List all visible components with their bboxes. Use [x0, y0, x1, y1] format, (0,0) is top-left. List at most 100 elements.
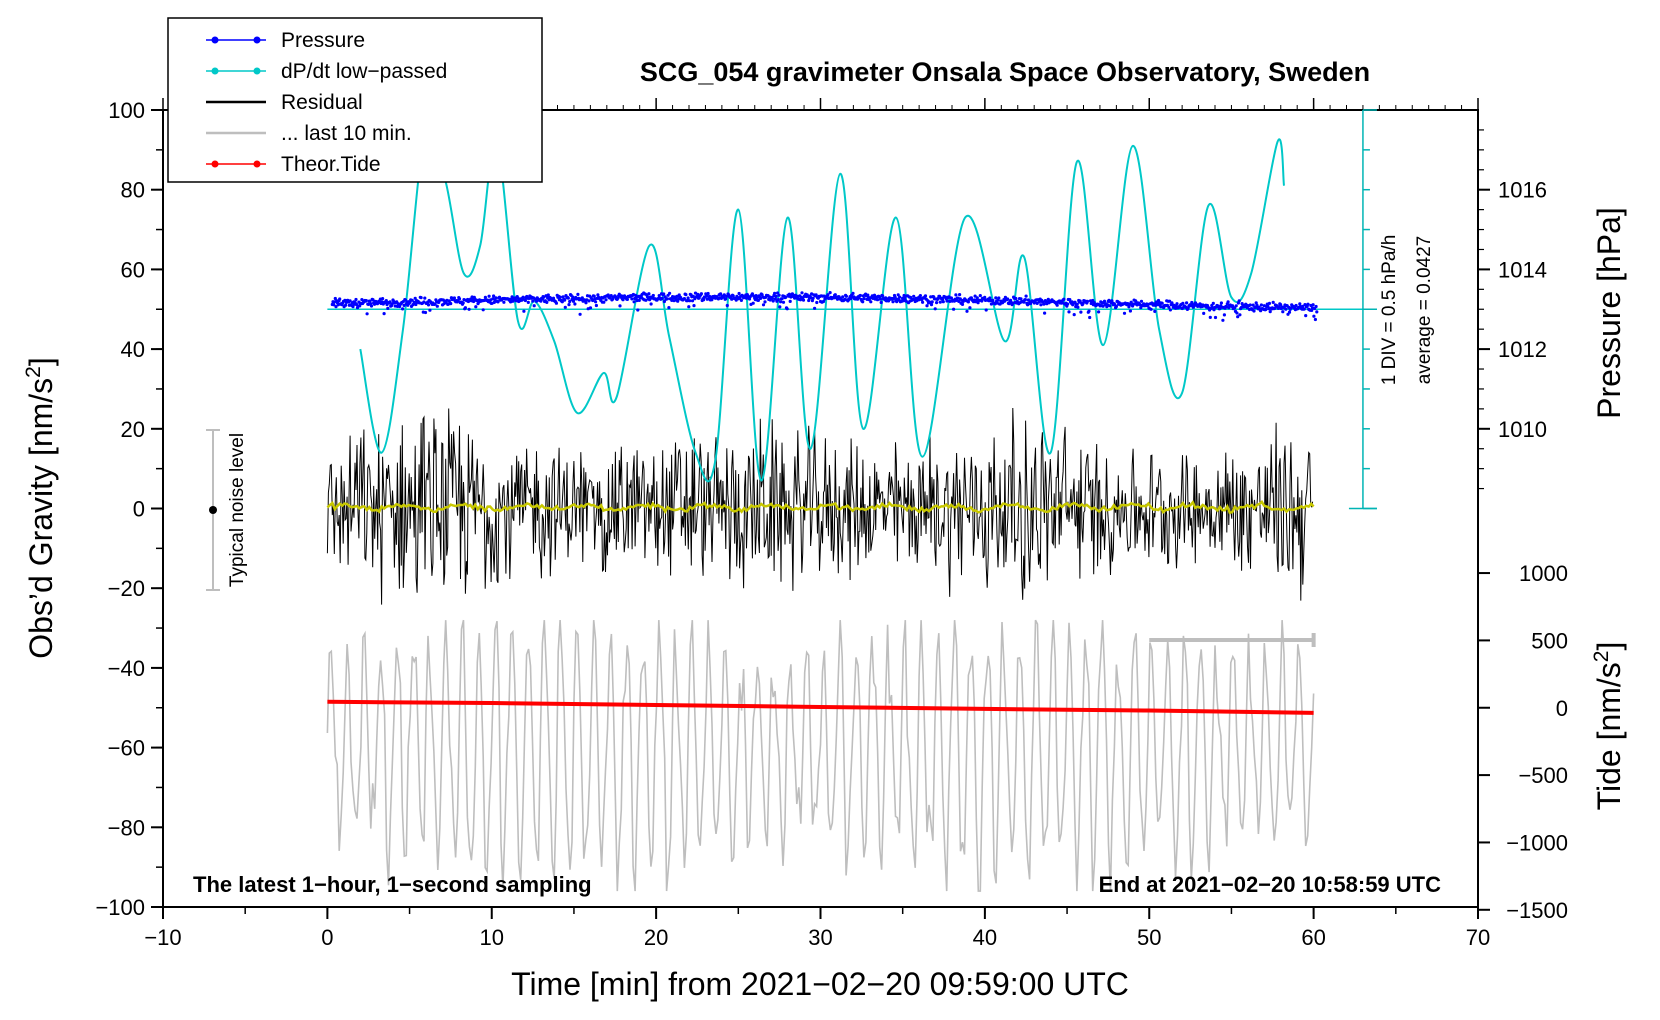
- pressure-point: [428, 309, 431, 312]
- pressure-point: [338, 297, 341, 300]
- pressure-point: [647, 292, 650, 295]
- pressure-point: [661, 297, 664, 300]
- tide-tick-label: 1000: [1519, 561, 1568, 586]
- tide-tick-label: −1000: [1506, 830, 1568, 855]
- pressure-point: [1181, 302, 1184, 305]
- pressure-point: [1221, 319, 1224, 322]
- pressure-point: [527, 301, 530, 304]
- y-tick-label: 20: [121, 417, 145, 442]
- x-tick-label: 0: [321, 925, 333, 950]
- pressure-point: [945, 299, 948, 302]
- pressure-point: [344, 304, 347, 307]
- pressure-point: [1169, 308, 1172, 311]
- pressure-point: [780, 297, 783, 300]
- pressure-point: [1202, 312, 1205, 315]
- pressure-point: [815, 301, 818, 304]
- annotation-end-time: End at 2021−02−20 10:58:59 UTC: [1099, 872, 1442, 897]
- pressure-point: [636, 308, 639, 311]
- pressure-point: [687, 305, 690, 308]
- average-note: average = 0.0427: [1414, 236, 1435, 384]
- pressure-point: [1079, 311, 1082, 314]
- legend-marker: [212, 161, 219, 168]
- pressure-tick-label: 1010: [1498, 417, 1547, 442]
- pressure-point: [383, 312, 386, 315]
- pressure-point: [667, 306, 670, 309]
- pressure-point: [1273, 307, 1276, 310]
- pressure-point: [1025, 295, 1028, 298]
- pressure-point: [879, 298, 882, 301]
- tide-tick-label: 500: [1531, 628, 1568, 653]
- x-tick-label: 70: [1466, 925, 1490, 950]
- pressure-point: [771, 297, 774, 300]
- pressure-point: [789, 300, 792, 303]
- legend-label: ... last 10 min.: [281, 122, 412, 145]
- pressure-point: [931, 300, 934, 303]
- pressure-point: [604, 298, 607, 301]
- pressure-point: [778, 305, 781, 308]
- pressure-point: [1223, 313, 1226, 316]
- pressure-point: [564, 306, 567, 309]
- pressure-point: [594, 300, 597, 303]
- pressure-point: [559, 296, 562, 299]
- pressure-point: [386, 307, 389, 310]
- pressure-point: [576, 293, 579, 296]
- pressure-point: [869, 300, 872, 303]
- pressure-point: [1073, 313, 1076, 316]
- pressure-point: [891, 300, 894, 303]
- pressure-point: [595, 304, 598, 307]
- x-tick-label: 10: [480, 925, 504, 950]
- pressure-point: [587, 299, 590, 302]
- pressure-point: [1024, 298, 1027, 301]
- pressure-point: [436, 305, 439, 308]
- pressure-point: [401, 307, 404, 310]
- pressure-point: [533, 304, 536, 307]
- pressure-point: [1209, 316, 1212, 319]
- pressure-point: [626, 298, 629, 301]
- pressure-point: [1097, 310, 1100, 313]
- pressure-point: [1235, 304, 1238, 307]
- y-tick-label: 60: [121, 257, 145, 282]
- legend-marker: [254, 161, 261, 168]
- pressure-point: [354, 298, 357, 301]
- pressure-point: [859, 294, 862, 297]
- y-tick-label: −100: [95, 895, 145, 920]
- legend-label: Pressure: [281, 29, 365, 52]
- pressure-point: [1042, 303, 1045, 306]
- pressure-point: [666, 297, 669, 300]
- pressure-point: [1312, 303, 1315, 306]
- pressure-point: [773, 292, 776, 295]
- legend-label: Residual: [281, 91, 363, 114]
- pressure-point: [502, 301, 505, 304]
- pressure-point: [1269, 310, 1272, 313]
- pressure-point: [779, 300, 782, 303]
- pressure-point: [1220, 301, 1223, 304]
- pressure-point: [1066, 303, 1069, 306]
- pressure-point: [845, 295, 848, 298]
- pressure-point: [458, 297, 461, 300]
- pressure-point: [1123, 312, 1126, 315]
- pressure-point: [1315, 310, 1318, 313]
- pressure-point: [650, 302, 653, 305]
- chart: −10 0 10 20 30 40 50 60 70100806040200−20−40−60−…: [0, 0, 1660, 1020]
- pressure-point: [488, 295, 491, 298]
- pressure-point: [1062, 298, 1065, 301]
- legend-label: Theor.Tide: [281, 153, 381, 176]
- pressure-point: [427, 303, 430, 306]
- pressure-point: [424, 311, 427, 314]
- pressure-point: [829, 291, 832, 294]
- chart-title: SCG_054 gravimeter Onsala Space Observat…: [640, 57, 1370, 87]
- pressure-point: [584, 301, 587, 304]
- pressure-point: [1284, 308, 1287, 311]
- x-tick-label: 40: [973, 925, 997, 950]
- pressure-point: [863, 297, 866, 300]
- pressure-point: [1214, 316, 1217, 319]
- pressure-point: [453, 296, 456, 299]
- tide-tick-label: −500: [1518, 763, 1568, 788]
- pressure-point: [967, 300, 970, 303]
- tide-tick-label: −1500: [1506, 898, 1568, 923]
- pressure-point: [1281, 310, 1284, 313]
- pressure-point: [545, 301, 548, 304]
- legend-marker: [212, 37, 219, 44]
- pressure-point: [991, 299, 994, 302]
- pressure-point: [1129, 309, 1132, 312]
